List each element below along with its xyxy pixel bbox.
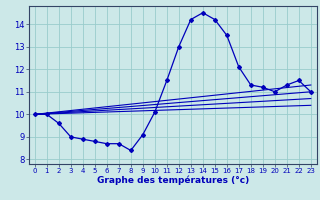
X-axis label: Graphe des températures (°c): Graphe des températures (°c) [97,176,249,185]
